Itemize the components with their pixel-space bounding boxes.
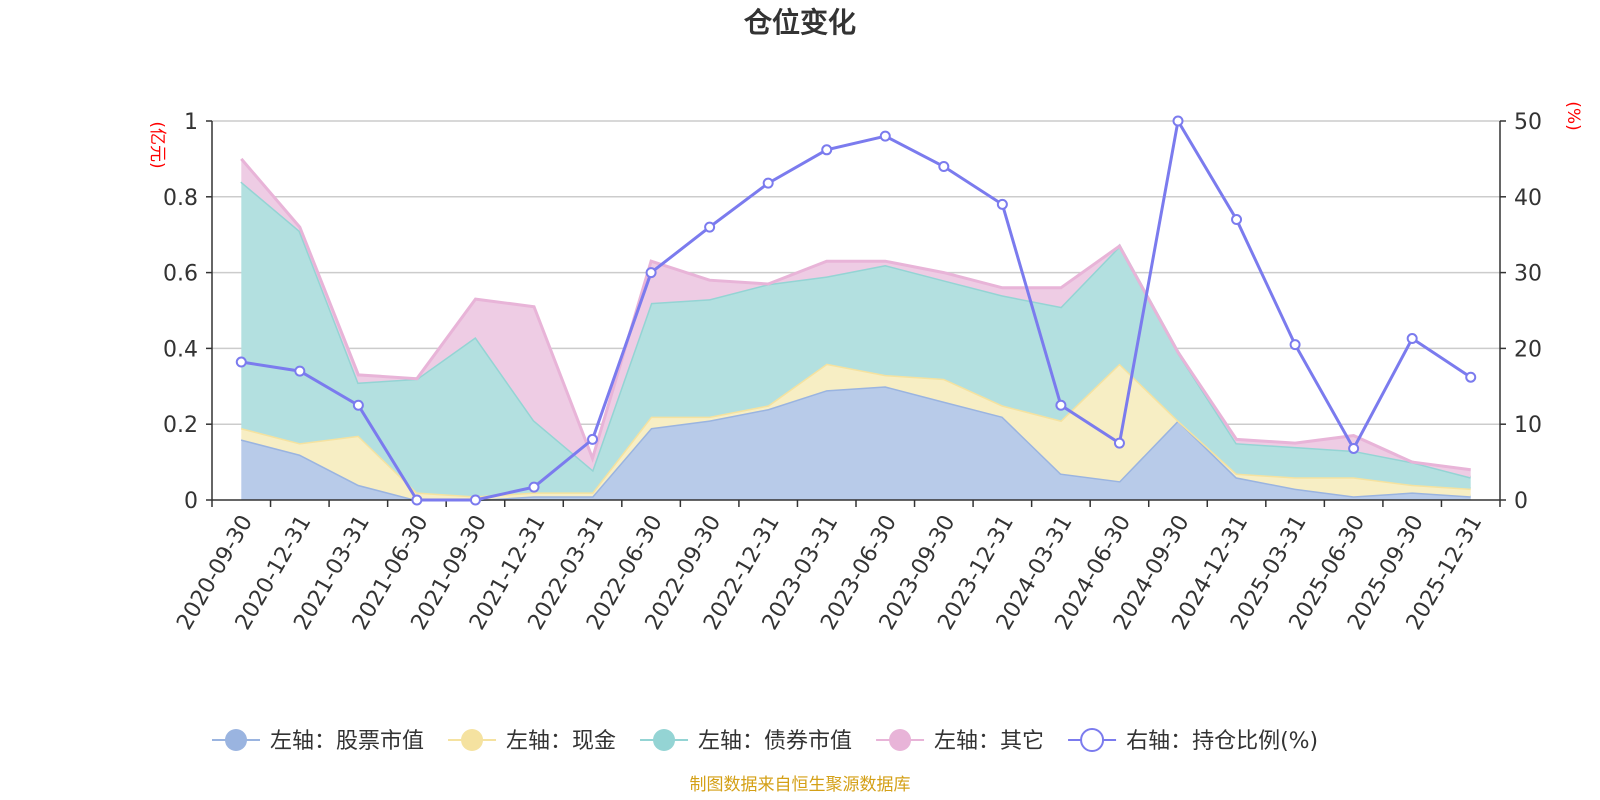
legend-marker xyxy=(889,729,912,751)
legend-marker xyxy=(461,729,484,751)
ratio-point xyxy=(235,356,247,368)
legend-marker xyxy=(225,729,247,751)
legend: 左轴：股票市值 左轴：现金 左轴：债券市值 左轴：其它 右轴：持仓比例(%) xyxy=(212,728,1318,754)
legend-label: 左轴：其它 xyxy=(934,729,1044,754)
legend-marker xyxy=(653,729,676,751)
chart-title: 仓位变化 xyxy=(744,6,856,39)
ratio-point xyxy=(528,481,540,493)
right-tick-label: 30 xyxy=(1514,262,1542,287)
ratio-point xyxy=(1172,115,1184,127)
ratio-point xyxy=(1113,437,1125,449)
ratio-point xyxy=(294,365,306,377)
ratio-point xyxy=(996,198,1008,210)
position-ratio-line xyxy=(235,115,1477,506)
ratio-point xyxy=(879,130,891,142)
ratio-point xyxy=(1406,333,1418,345)
ratio-point xyxy=(821,144,833,156)
area-series-1 xyxy=(241,363,1471,500)
stacked-areas xyxy=(240,157,1472,502)
legend-marker xyxy=(1080,728,1105,752)
left-tick-label: 0.6 xyxy=(163,262,198,287)
area-series-3 xyxy=(241,158,1471,478)
ratio-point xyxy=(469,494,481,506)
left-tick-label: 0.4 xyxy=(163,337,198,362)
area-outline-series-3 xyxy=(240,157,1471,472)
left-tick-label: 1 xyxy=(184,110,198,135)
ratio-point xyxy=(411,494,423,506)
ratio-point xyxy=(352,399,364,411)
legend-label: 左轴：股票市值 xyxy=(270,729,424,754)
area-series-2 xyxy=(241,181,1471,497)
source-note: 制图数据来自恒生聚源数据库 xyxy=(690,775,911,795)
ratio-line-path xyxy=(241,116,1472,502)
area-series-0 xyxy=(241,386,1471,500)
right-tick-label: 0 xyxy=(1514,489,1528,514)
ratio-point xyxy=(938,160,950,172)
ratio-point xyxy=(1289,339,1301,351)
ratio-point xyxy=(762,177,774,189)
left-tick-label: 0 xyxy=(184,489,198,514)
right-tick-label: 10 xyxy=(1514,413,1542,438)
left-tick-label: 0.2 xyxy=(163,413,198,438)
ratio-point xyxy=(587,433,599,445)
left-axis-unit: (亿元) xyxy=(147,121,167,168)
ratio-point xyxy=(704,221,716,233)
legend-label: 左轴：债券市值 xyxy=(698,729,852,754)
legend-label: 右轴：持仓比例(%) xyxy=(1126,729,1318,754)
ratio-point xyxy=(1055,399,1067,411)
right-axis-unit: (%) xyxy=(1563,101,1583,130)
ratio-point xyxy=(645,267,657,279)
ratio-point xyxy=(1231,214,1243,226)
right-tick-label: 40 xyxy=(1514,186,1542,211)
ratio-point xyxy=(1348,442,1360,454)
legend-label: 左轴：现金 xyxy=(506,729,616,754)
x-axis-labels: 2020-09-302020-12-312021-03-312021-06-30… xyxy=(172,511,1487,634)
left-tick-label: 0.8 xyxy=(163,186,198,211)
ratio-point xyxy=(1465,371,1477,383)
right-tick-label: 20 xyxy=(1514,337,1542,362)
right-tick-label: 50 xyxy=(1514,110,1542,135)
